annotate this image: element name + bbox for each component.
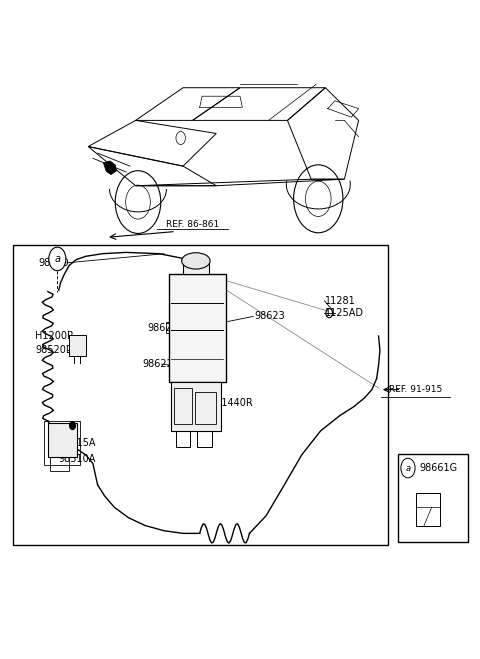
Text: REF. 91-915: REF. 91-915 [389, 385, 442, 394]
Bar [197, 431, 212, 447]
Text: REF. 86-861: REF. 86-861 [166, 220, 219, 229]
Bar [174, 388, 192, 424]
Circle shape [49, 247, 66, 271]
Text: 98520D: 98520D [35, 345, 73, 355]
Bar [397, 453, 468, 542]
Bar [176, 431, 190, 447]
Bar [48, 423, 77, 457]
Text: 98620: 98620 [147, 322, 178, 333]
Text: 98661G: 98661G [419, 463, 457, 473]
Polygon shape [103, 161, 117, 175]
Text: 98610: 98610 [38, 258, 69, 268]
Text: 11281: 11281 [325, 296, 356, 306]
Text: 98515A: 98515A [59, 438, 96, 448]
Text: 98510A: 98510A [59, 454, 96, 464]
Text: 98623: 98623 [254, 312, 285, 322]
Text: H1440R: H1440R [214, 397, 252, 408]
Circle shape [70, 422, 75, 430]
Bar [416, 493, 440, 525]
Bar [13, 244, 388, 545]
Text: 98622: 98622 [143, 359, 174, 369]
Bar [169, 274, 226, 382]
Bar [69, 335, 86, 356]
Ellipse shape [181, 252, 210, 269]
Bar [171, 382, 221, 431]
Text: a: a [54, 254, 60, 264]
Text: 1125AD: 1125AD [325, 308, 364, 318]
Text: H1200R: H1200R [35, 331, 74, 341]
Bar [195, 391, 216, 424]
Bar [44, 421, 80, 465]
Bar [50, 457, 69, 471]
Circle shape [401, 458, 415, 478]
Text: a: a [406, 463, 410, 473]
Bar [183, 261, 209, 274]
